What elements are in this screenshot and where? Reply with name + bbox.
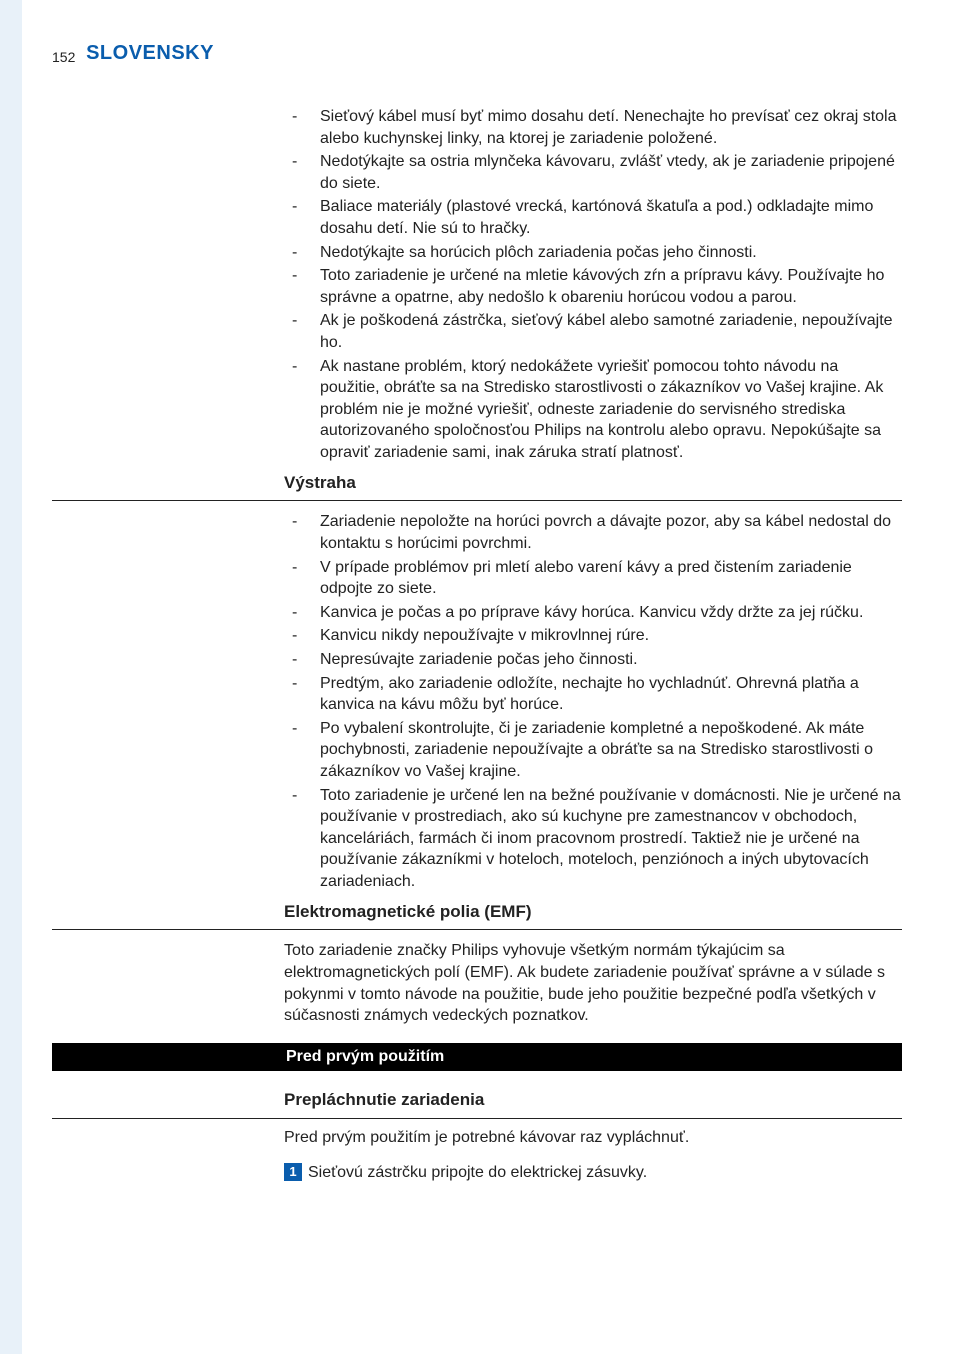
emf-paragraph-block: Toto zariadenie značky Philips vyhovuje …: [284, 940, 902, 1026]
bullet-text: Nedotýkajte sa horúcich plôch zariadenia…: [320, 244, 757, 261]
bullet-text: Toto zariadenie je určené na mletie kávo…: [320, 267, 884, 306]
divider: [52, 929, 902, 930]
bullet-text: Baliace materiály (plastové vrecká, kart…: [320, 198, 873, 237]
bullet-text: Nedotýkajte sa ostria mlynčeka kávovaru,…: [320, 153, 895, 192]
list-item: Ak nastane problém, ktorý nedokážete vyr…: [284, 356, 902, 464]
bullet-text: V prípade problémov pri mletí alebo vare…: [320, 559, 852, 598]
bullet-text: Po vybalení skontrolujte, či je zariaden…: [320, 720, 873, 780]
list-item: Predtým, ako zariadenie odložíte, nechaj…: [284, 673, 902, 716]
rinse-paragraph: Pred prvým použitím je potrebné kávovar …: [284, 1127, 902, 1149]
bullet-text: Nepresúvajte zariadenie počas jeho činno…: [320, 651, 638, 668]
emf-paragraph: Toto zariadenie značky Philips vyhovuje …: [284, 940, 902, 1026]
manual-page: 152 SLOVENSKY Sieťový kábel musí byť mim…: [0, 0, 954, 1354]
list-item: Ak je poškodená zástrčka, sieťový kábel …: [284, 310, 902, 353]
bullet-text: Predtým, ako zariadenie odložíte, nechaj…: [320, 675, 859, 714]
section-heading-bar: Pred prvým použitím: [52, 1043, 902, 1071]
step-1: 1 Sieťovú zástrčku pripojte do elektricke…: [284, 1162, 902, 1184]
divider: [52, 1118, 902, 1119]
rinse-body: Pred prvým použitím je potrebné kávovar …: [284, 1127, 902, 1184]
safety-bullets-a: Sieťový kábel musí byť mimo dosahu detí.…: [284, 106, 902, 494]
bullet-text: Ak nastane problém, ktorý nedokážete vyr…: [320, 358, 883, 461]
bullet-text: Toto zariadenie je určené len na bežné p…: [320, 787, 901, 890]
list-item: Kanvica je počas a po príprave kávy horú…: [284, 602, 902, 624]
list-item: Po vybalení skontrolujte, či je zariaden…: [284, 718, 902, 783]
vystraha-bullets: Zariadenie nepoložte na horúci povrch a …: [284, 511, 902, 923]
before-first-use-heading: Pred prvým použitím: [284, 1046, 444, 1068]
list-item: V prípade problémov pri mletí alebo vare…: [284, 557, 902, 600]
list-item: Nedotýkajte sa horúcich plôch zariadenia…: [284, 242, 902, 264]
step-number-badge: 1: [284, 1163, 302, 1181]
list-item: Nedotýkajte sa ostria mlynčeka kávovaru,…: [284, 151, 902, 194]
bullet-text: Kanvicu nikdy nepoužívajte v mikrovlnnej…: [320, 627, 649, 644]
divider: [52, 500, 902, 501]
vystraha-title: Výstraha: [284, 472, 902, 495]
step-text: Sieťovú zástrčku pripojte do elektrickej…: [308, 1164, 647, 1181]
bullet-text: Sieťový kábel musí byť mimo dosahu detí.…: [320, 108, 897, 147]
list-item: Nepresúvajte zariadenie počas jeho činno…: [284, 649, 902, 671]
list-item: Kanvicu nikdy nepoužívajte v mikrovlnnej…: [284, 625, 902, 647]
bullet-text: Zariadenie nepoložte na horúci povrch a …: [320, 513, 891, 552]
list-item: Baliace materiály (plastové vrecká, kart…: [284, 196, 902, 239]
list-item: Toto zariadenie je určené na mletie kávo…: [284, 265, 902, 308]
list-item: Sieťový kábel musí byť mimo dosahu detí.…: [284, 106, 902, 149]
list-item: Zariadenie nepoložte na horúci povrch a …: [284, 511, 902, 554]
rinse-title: Prepláchnutie zariadenia: [284, 1089, 902, 1112]
emf-title: Elektromagnetické polia (EMF): [284, 901, 902, 924]
bullet-text: Ak je poškodená zástrčka, sieťový kábel …: [320, 312, 893, 351]
page-header: 152 SLOVENSKY: [52, 40, 214, 67]
rinse-block: Prepláchnutie zariadenia: [284, 1089, 902, 1112]
content-column: Sieťový kábel musí byť mimo dosahu detí.…: [52, 106, 902, 1184]
bullet-text: Kanvica je počas a po príprave kávy horú…: [320, 604, 863, 621]
side-tab: [0, 0, 22, 1354]
page-number: 152: [52, 49, 75, 65]
black-bar-row: Pred prvým použitím: [52, 1043, 902, 1071]
language-label: SLOVENSKY: [86, 42, 214, 64]
list-item: Toto zariadenie je určené len na bežné p…: [284, 785, 902, 893]
